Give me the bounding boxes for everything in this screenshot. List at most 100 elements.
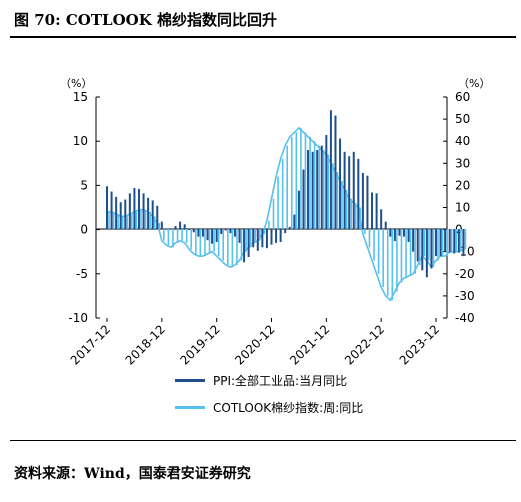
ppi-bar — [106, 186, 108, 229]
ppi-bar — [284, 229, 287, 234]
ppi-bar — [421, 229, 424, 271]
figure-title: 图 70: COTLOOK 棉纱指数同比回升 — [14, 11, 277, 29]
ppi-bar — [261, 229, 264, 248]
ppi-bar — [439, 229, 442, 257]
ppi-bar — [197, 229, 200, 237]
ppi-bar — [389, 229, 392, 237]
ppi-bar — [375, 193, 378, 229]
source-note: 资料来源：Wind，国泰君安证券研究 — [14, 466, 251, 482]
ppi-bar — [151, 200, 154, 229]
legend-swatch-ppi — [175, 379, 205, 382]
ppi-bar — [343, 151, 346, 229]
right-axis-unit: （%） — [458, 77, 490, 90]
ppi-bar — [320, 145, 323, 229]
ppi-bar — [124, 199, 127, 229]
ppi-bar — [334, 115, 337, 229]
legend-swatch-cotlook — [175, 406, 205, 409]
ppi-bar — [115, 196, 118, 229]
ppi-bar — [416, 229, 419, 262]
legend-label-ppi: PPI:全部工业品:当月同比 — [213, 374, 348, 388]
ppi-bar — [147, 197, 150, 229]
ppi-bar — [243, 229, 246, 263]
ppi-bar — [206, 229, 209, 241]
ppi-bar — [453, 229, 456, 254]
ppi-bar — [270, 229, 273, 245]
left-tick-label: -5 — [76, 267, 88, 281]
ppi-bar — [457, 229, 460, 253]
x-tick-label: 2017-12 — [68, 322, 113, 367]
ppi-bar — [407, 229, 410, 242]
right-tick-label: 50 — [455, 112, 470, 126]
right-tick-label: 10 — [455, 201, 470, 215]
ppi-bar — [448, 229, 451, 253]
ppi-bar — [279, 229, 282, 242]
right-tick-label: 30 — [455, 156, 470, 170]
ppi-bar — [192, 229, 195, 233]
ppi-bar — [275, 229, 278, 243]
right-tick-label: -10 — [455, 245, 475, 259]
ppi-bar — [169, 228, 172, 230]
right-tick-label: -40 — [455, 311, 475, 325]
ppi-bar — [316, 150, 319, 229]
x-tick-label: 2018-12 — [123, 322, 168, 367]
ppi-bar — [352, 151, 355, 229]
ppi-bar — [183, 224, 186, 229]
ppi-bar — [288, 226, 291, 229]
chart-area: 151050-5-106050403020100-10-20-30-40（%）（… — [60, 77, 490, 368]
x-tick-label: 2020-12 — [232, 322, 277, 367]
ppi-bar — [311, 151, 314, 229]
ppi-bar — [339, 138, 342, 229]
x-tick-label: 2022-12 — [342, 322, 387, 367]
ppi-bar — [265, 229, 268, 249]
ppi-bar — [233, 229, 236, 237]
left-tick-label: 10 — [73, 134, 88, 148]
ppi-bar — [380, 209, 383, 229]
x-tick-label: 2019-12 — [177, 322, 222, 367]
right-tick-label: -20 — [455, 267, 475, 281]
left-tick-label: 15 — [73, 90, 88, 104]
ppi-bar — [119, 202, 122, 229]
right-tick-label: 60 — [455, 90, 470, 104]
ppi-bar — [412, 229, 415, 252]
ppi-bar — [329, 110, 332, 229]
right-tick-label: -30 — [455, 289, 475, 303]
ppi-bar — [462, 229, 465, 257]
ppi-bar — [435, 229, 437, 257]
ppi-bar — [252, 229, 255, 248]
ppi-bar — [110, 191, 113, 229]
ppi-bar — [384, 221, 387, 229]
title-rule — [10, 36, 516, 38]
right-tick-label: 40 — [455, 134, 470, 148]
ppi-bar — [361, 173, 364, 229]
ppi-bar — [366, 175, 369, 229]
left-tick-label: 0 — [80, 223, 88, 237]
left-tick-label: -10 — [68, 311, 88, 325]
ppi-bar — [403, 229, 406, 237]
x-tick-label: 2021-12 — [287, 322, 332, 367]
ppi-bar — [128, 193, 131, 229]
legend-label-cotlook: COTLOOK棉纱指数:周:同比 — [213, 401, 364, 415]
ppi-bar — [188, 229, 191, 230]
ppi-bar — [444, 229, 447, 252]
ppi-bar — [302, 169, 305, 229]
ppi-bar — [137, 188, 140, 229]
right-tick-label: 20 — [455, 178, 470, 192]
ppi-bar — [142, 193, 145, 229]
ppi-bar — [160, 221, 163, 229]
ppi-bar — [247, 229, 250, 258]
ppi-bar — [229, 229, 232, 234]
ppi-bar — [215, 229, 218, 242]
ppi-bar — [307, 150, 310, 229]
ppi-bar — [174, 226, 177, 229]
legend-item-ppi: PPI:全部工业品:当月同比 — [175, 372, 347, 389]
x-tick-label: 2023-12 — [397, 322, 442, 367]
ppi-bar — [211, 229, 214, 244]
footer-rule — [10, 440, 516, 441]
ppi-bar — [325, 135, 328, 229]
ppi-bar — [293, 214, 296, 229]
ppi-bar — [393, 229, 396, 242]
ppi-bar — [220, 229, 223, 235]
ppi-bar — [224, 229, 227, 231]
left-tick-label: 5 — [80, 178, 88, 192]
ppi-bar — [133, 188, 136, 229]
